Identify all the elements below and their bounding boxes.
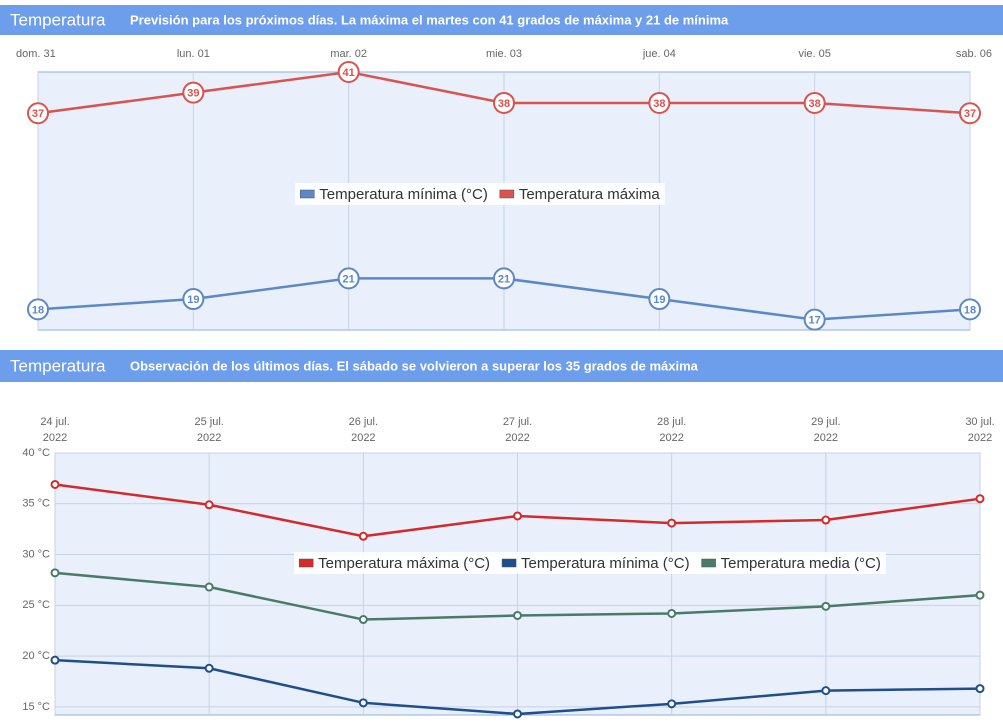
y-tick-label: 15 °C (22, 701, 50, 713)
data-label: 37 (964, 108, 976, 120)
data-point (493, 267, 515, 290)
data-point (821, 515, 831, 525)
data-point (667, 699, 677, 709)
data-label: 18 (32, 304, 44, 316)
x-tick-label: mar. 02 (330, 48, 367, 60)
legend-label: Temperatura mínima (°C) (521, 555, 690, 572)
data-point (182, 288, 205, 311)
data-label: 19 (187, 294, 199, 306)
header-label: Temperatura (10, 356, 106, 375)
data-point (821, 686, 831, 696)
data-point (648, 91, 671, 114)
data-point (50, 655, 60, 665)
y-tick-label: 25 °C (22, 599, 50, 611)
legend: Temperatura mínima (°C) Temperatura máxim… (295, 183, 665, 205)
data-point (337, 267, 360, 290)
x-tick-label: 24 jul. 2022 (40, 416, 70, 444)
x-tick-label: dom. 31 (16, 48, 56, 60)
data-label: 17 (809, 315, 821, 327)
x-tick-label: 26 jul. 2022 (348, 416, 378, 444)
data-label: 21 (343, 273, 355, 285)
y-tick-label: 30 °C (22, 548, 50, 560)
legend-swatch (701, 558, 716, 568)
data-label: 37 (32, 108, 44, 120)
data-point (493, 91, 515, 114)
data-label: 38 (809, 98, 821, 110)
x-tick-label: 30 jul. 2022 (965, 416, 995, 444)
y-tick-label: 35 °C (22, 498, 50, 510)
legend-swatch (298, 558, 314, 568)
legend-bg (295, 183, 665, 205)
y-tick-label: 20 °C (22, 650, 50, 662)
data-point (959, 298, 981, 321)
legend-bg (294, 552, 886, 574)
data-point (959, 102, 981, 125)
data-label: 41 (343, 67, 355, 79)
chart-title: Previsión para los próximos días. La máx… (130, 12, 729, 27)
data-point (803, 308, 826, 331)
data-label: 19 (653, 294, 665, 306)
data-point (648, 288, 671, 311)
x-tick-label: mie. 03 (486, 48, 522, 60)
data-point (27, 298, 49, 321)
data-point (358, 615, 368, 625)
header-bar (0, 5, 1003, 35)
chart-title: Observación de los últimos días. El sába… (130, 358, 699, 373)
data-label: 21 (498, 273, 510, 285)
data-point (50, 479, 60, 489)
x-tick-label: 29 jul. 2022 (811, 416, 841, 444)
data-label: 38 (498, 98, 510, 110)
data-label: 38 (653, 98, 665, 110)
data-point (337, 61, 360, 83)
x-tick-label: vie. 05 (798, 48, 830, 60)
data-point (975, 684, 985, 694)
data-point (204, 582, 214, 592)
data-point (27, 102, 49, 125)
data-label: 18 (964, 304, 976, 316)
data-point (513, 610, 522, 620)
legend-label: Temperatura mínima (°C) (319, 186, 488, 203)
data-point (667, 518, 677, 528)
y-tick-label: 40 °C (22, 447, 50, 459)
x-tick-label: jue. 04 (642, 48, 676, 60)
legend-label: Temperatura máxima (519, 186, 661, 203)
data-point (358, 698, 368, 708)
header-label: Temperatura (10, 10, 106, 29)
data-point (803, 91, 826, 114)
legend-swatch (501, 558, 517, 568)
x-tick-label: sab. 06 (956, 48, 992, 60)
x-tick-label: lun. 01 (177, 48, 210, 60)
data-point (975, 590, 985, 600)
data-point (513, 511, 522, 521)
legend-swatch (499, 189, 515, 199)
legend-label: Temperatura media (°C) (721, 555, 881, 572)
header-bar (0, 350, 1003, 382)
data-point (975, 494, 985, 504)
data-point (182, 81, 205, 104)
data-point (513, 709, 522, 719)
legend-label: Temperatura máxima (°C) (318, 555, 490, 572)
data-point (204, 663, 214, 673)
data-point (821, 601, 831, 611)
data-point (358, 531, 368, 541)
legend: Temperatura máxima (°C) Temperatura mínim… (294, 552, 886, 574)
data-point (667, 608, 677, 618)
legend-swatch (300, 189, 315, 199)
x-tick-label: 27 jul. 2022 (502, 416, 533, 444)
x-tick-label: 25 jul. 2022 (194, 416, 224, 444)
data-point (204, 500, 214, 510)
data-label: 39 (187, 88, 199, 100)
data-point (50, 568, 60, 578)
x-tick-label: 28 jul. 2022 (656, 416, 687, 444)
